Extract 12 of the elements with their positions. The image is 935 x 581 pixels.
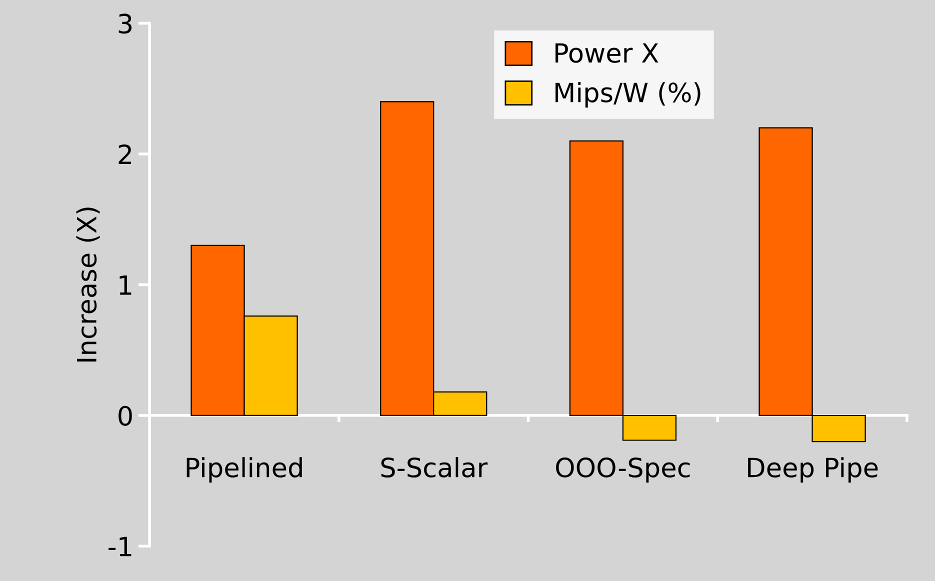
y-axis-title: Increase (X) — [76, 208, 100, 362]
x-tick-label: Pipelined — [186, 457, 302, 483]
y-tick-label: -1 — [108, 536, 132, 556]
y-tick-label: 3 — [118, 14, 132, 34]
y-tick-label: 0 — [118, 406, 132, 426]
legend-label: Mips/W (%) — [556, 82, 700, 108]
y-tick-label: 2 — [118, 144, 131, 164]
y-tick-label: 1 — [120, 275, 132, 295]
x-tick-label: Deep Pipe — [748, 457, 878, 483]
legend-label: Power X — [556, 43, 658, 63]
x-tick-label: OOO-Spec — [556, 458, 690, 483]
x-tick-label: S-Scalar — [381, 457, 488, 478]
